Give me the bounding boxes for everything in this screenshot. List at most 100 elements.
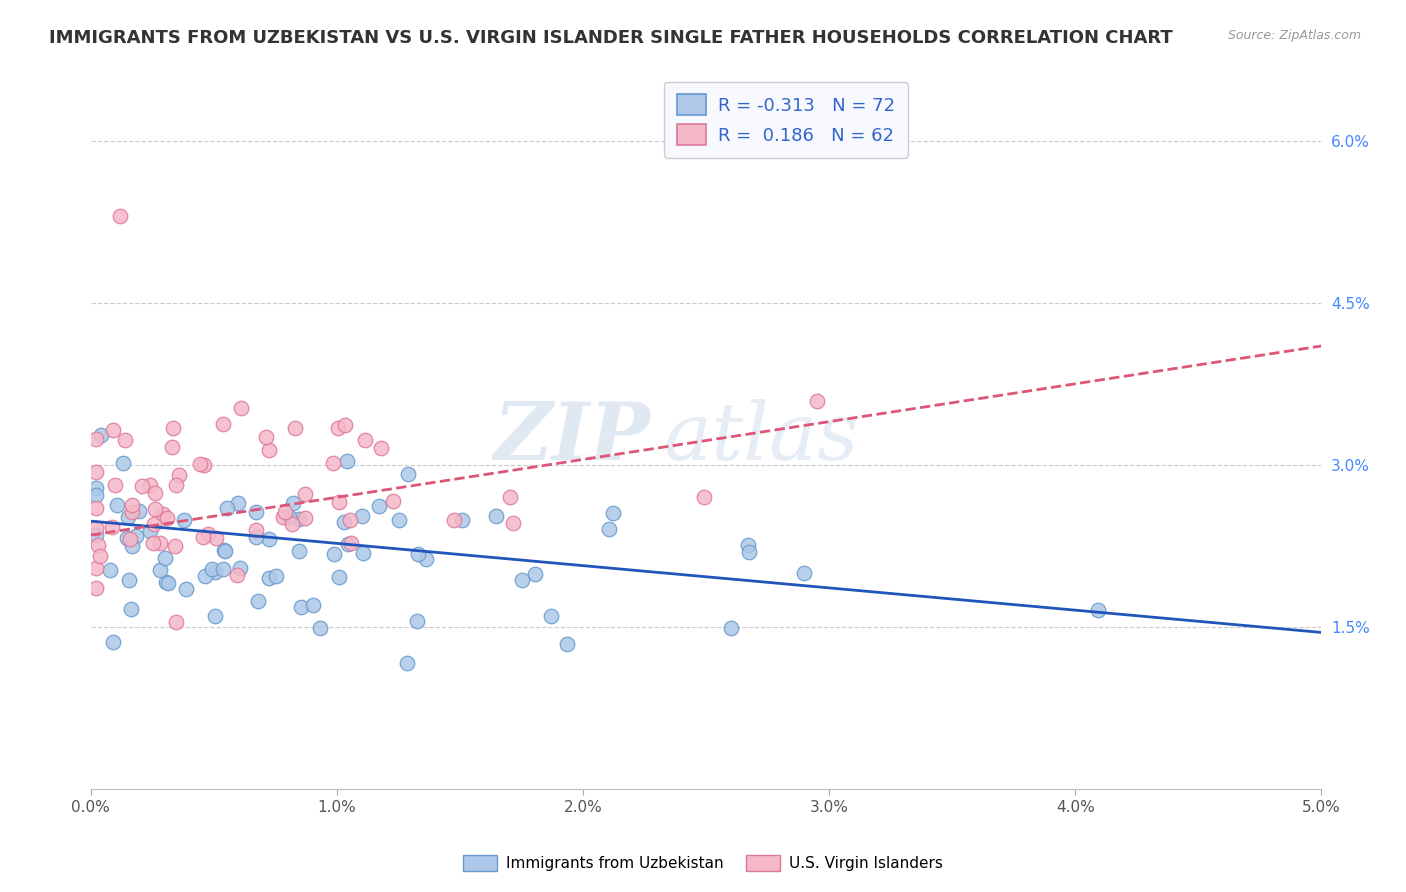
Legend: R = -0.313   N = 72, R =  0.186   N = 62: R = -0.313 N = 72, R = 0.186 N = 62 — [664, 81, 908, 158]
Point — [231, 401, 253, 415]
Point — [84, 581, 107, 595]
Point — [229, 561, 252, 575]
Point — [271, 509, 294, 524]
Point — [792, 566, 814, 580]
Point — [281, 517, 304, 532]
Point — [512, 573, 534, 587]
Point — [498, 490, 520, 504]
Point — [352, 546, 374, 560]
Point — [323, 548, 346, 562]
Point — [259, 532, 281, 546]
Point — [451, 513, 474, 527]
Point — [720, 621, 742, 635]
Point — [84, 488, 107, 502]
Point — [1087, 603, 1109, 617]
Point — [523, 566, 546, 581]
Point — [131, 479, 153, 493]
Point — [84, 501, 107, 516]
Point — [326, 420, 349, 434]
Point — [90, 427, 112, 442]
Point — [128, 504, 150, 518]
Point — [274, 505, 297, 519]
Point — [191, 530, 214, 544]
Point — [406, 614, 429, 628]
Point — [201, 562, 224, 576]
Point — [101, 423, 124, 437]
Point — [118, 573, 141, 587]
Point — [443, 513, 465, 527]
Point — [156, 510, 179, 524]
Point — [157, 575, 180, 590]
Point — [194, 569, 217, 583]
Point — [339, 512, 361, 526]
Point — [738, 545, 761, 559]
Point — [602, 506, 624, 520]
Point — [217, 500, 239, 515]
Point — [212, 562, 235, 576]
Point — [598, 522, 620, 536]
Point — [101, 635, 124, 649]
Point — [737, 538, 759, 552]
Point — [382, 494, 405, 508]
Point — [415, 551, 437, 566]
Point — [555, 636, 578, 650]
Point — [333, 417, 356, 432]
Point — [226, 496, 249, 510]
Point — [165, 615, 187, 629]
Point — [204, 566, 226, 580]
Point — [100, 563, 122, 577]
Point — [84, 561, 107, 575]
Point — [197, 526, 219, 541]
Point — [173, 513, 195, 527]
Point — [118, 532, 141, 546]
Point — [111, 456, 134, 470]
Point — [84, 520, 107, 534]
Text: ZIP: ZIP — [494, 399, 651, 476]
Point — [162, 420, 184, 434]
Point — [308, 621, 330, 635]
Point — [152, 508, 174, 522]
Point — [108, 209, 131, 223]
Point — [485, 508, 508, 523]
Point — [370, 442, 392, 456]
Point — [254, 430, 277, 444]
Point — [333, 515, 356, 529]
Point — [257, 571, 280, 585]
Point — [160, 440, 183, 454]
Text: Source: ZipAtlas.com: Source: ZipAtlas.com — [1227, 29, 1361, 42]
Point — [84, 432, 107, 446]
Point — [281, 496, 304, 510]
Point — [350, 508, 373, 523]
Point — [288, 512, 311, 526]
Point — [806, 394, 828, 409]
Point — [165, 478, 187, 492]
Point — [104, 478, 127, 492]
Point — [212, 417, 235, 432]
Point — [138, 524, 160, 539]
Point — [277, 509, 299, 524]
Point — [245, 530, 267, 544]
Point — [149, 562, 172, 576]
Point — [143, 502, 166, 516]
Point — [155, 551, 177, 566]
Point — [353, 434, 375, 448]
Point — [84, 465, 107, 479]
Point — [368, 499, 391, 513]
Point — [115, 532, 138, 546]
Point — [101, 520, 124, 534]
Point — [84, 481, 107, 495]
Point — [284, 420, 307, 434]
Point — [205, 531, 228, 545]
Point — [142, 536, 165, 550]
Point — [188, 458, 211, 472]
Point — [87, 538, 110, 552]
Point — [214, 544, 236, 558]
Point — [540, 608, 562, 623]
Point — [322, 457, 344, 471]
Point — [337, 537, 360, 551]
Text: atlas: atlas — [662, 399, 858, 476]
Point — [328, 569, 350, 583]
Point — [247, 594, 270, 608]
Point — [84, 528, 107, 542]
Point — [226, 568, 249, 582]
